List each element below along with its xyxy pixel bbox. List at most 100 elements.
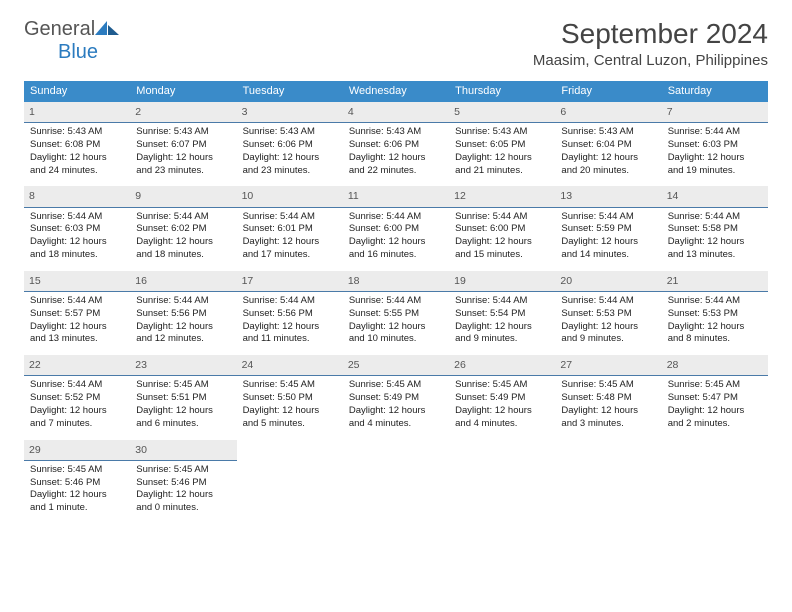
header-bar: General Blue September 2024 Maasim, Cent… <box>24 18 768 69</box>
day-number: 26 <box>449 355 555 376</box>
sunset-text: Sunset: 6:00 PM <box>455 223 549 236</box>
calendar-row: 1Sunrise: 5:43 AMSunset: 6:08 PMDaylight… <box>24 102 768 186</box>
calendar-row: 29Sunrise: 5:45 AMSunset: 5:46 PMDayligh… <box>24 439 768 523</box>
calendar-cell: 6Sunrise: 5:43 AMSunset: 6:04 PMDaylight… <box>555 102 661 186</box>
sunset-text: Sunset: 5:50 PM <box>243 392 337 405</box>
daylight-text: Daylight: 12 hours <box>455 152 549 165</box>
calendar-cell: 20Sunrise: 5:44 AMSunset: 5:53 PMDayligh… <box>555 270 661 354</box>
sunset-text: Sunset: 6:04 PM <box>561 139 655 152</box>
calendar-row: 15Sunrise: 5:44 AMSunset: 5:57 PMDayligh… <box>24 270 768 354</box>
daylight-text: Daylight: 12 hours <box>349 405 443 418</box>
sunset-text: Sunset: 5:58 PM <box>668 223 762 236</box>
daylight-text: Daylight: 12 hours <box>30 405 124 418</box>
daylight-text: Daylight: 12 hours <box>136 405 230 418</box>
sunset-text: Sunset: 6:03 PM <box>668 139 762 152</box>
sunrise-text: Sunrise: 5:45 AM <box>243 379 337 392</box>
day-number: 11 <box>343 186 449 207</box>
calendar-cell: 22Sunrise: 5:44 AMSunset: 5:52 PMDayligh… <box>24 355 130 439</box>
sunrise-text: Sunrise: 5:43 AM <box>561 126 655 139</box>
day-number: 18 <box>343 271 449 292</box>
daylight-text: and 18 minutes. <box>136 249 230 262</box>
daylight-text: and 21 minutes. <box>455 165 549 178</box>
calendar-cell: 21Sunrise: 5:44 AMSunset: 5:53 PMDayligh… <box>662 270 768 354</box>
daylight-text: and 23 minutes. <box>136 165 230 178</box>
daylight-text: Daylight: 12 hours <box>243 405 337 418</box>
calendar-cell: 8Sunrise: 5:44 AMSunset: 6:03 PMDaylight… <box>24 186 130 270</box>
daylight-text: Daylight: 12 hours <box>349 152 443 165</box>
day-number: 1 <box>24 102 130 123</box>
title-block: September 2024 Maasim, Central Luzon, Ph… <box>533 18 768 69</box>
calendar-cell: 29Sunrise: 5:45 AMSunset: 5:46 PMDayligh… <box>24 439 130 523</box>
brand-part2: Blue <box>58 41 98 63</box>
sunrise-text: Sunrise: 5:44 AM <box>30 379 124 392</box>
day-number: 7 <box>662 102 768 123</box>
sunset-text: Sunset: 5:46 PM <box>136 477 230 490</box>
day-number: 15 <box>24 271 130 292</box>
daylight-text: and 7 minutes. <box>30 418 124 431</box>
calendar-cell: 3Sunrise: 5:43 AMSunset: 6:06 PMDaylight… <box>237 102 343 186</box>
sunset-text: Sunset: 6:05 PM <box>455 139 549 152</box>
calendar-cell: 18Sunrise: 5:44 AMSunset: 5:55 PMDayligh… <box>343 270 449 354</box>
daylight-text: Daylight: 12 hours <box>136 236 230 249</box>
sunrise-text: Sunrise: 5:44 AM <box>30 295 124 308</box>
calendar-cell: 19Sunrise: 5:44 AMSunset: 5:54 PMDayligh… <box>449 270 555 354</box>
sunrise-text: Sunrise: 5:44 AM <box>455 295 549 308</box>
calendar-cell: 2Sunrise: 5:43 AMSunset: 6:07 PMDaylight… <box>130 102 236 186</box>
sunrise-text: Sunrise: 5:44 AM <box>349 295 443 308</box>
calendar-row: 8Sunrise: 5:44 AMSunset: 6:03 PMDaylight… <box>24 186 768 270</box>
daylight-text: and 1 minute. <box>30 502 124 515</box>
daylight-text: and 20 minutes. <box>561 165 655 178</box>
brand-logo: General Blue <box>24 18 119 64</box>
calendar-row: 22Sunrise: 5:44 AMSunset: 5:52 PMDayligh… <box>24 355 768 439</box>
sunrise-text: Sunrise: 5:45 AM <box>668 379 762 392</box>
daylight-text: and 12 minutes. <box>136 333 230 346</box>
calendar-cell: 26Sunrise: 5:45 AMSunset: 5:49 PMDayligh… <box>449 355 555 439</box>
daylight-text: Daylight: 12 hours <box>455 405 549 418</box>
daylight-text: Daylight: 12 hours <box>561 152 655 165</box>
day-number: 27 <box>555 355 661 376</box>
calendar-cell: 9Sunrise: 5:44 AMSunset: 6:02 PMDaylight… <box>130 186 236 270</box>
daylight-text: Daylight: 12 hours <box>30 321 124 334</box>
daylight-text: and 4 minutes. <box>455 418 549 431</box>
sunset-text: Sunset: 5:54 PM <box>455 308 549 321</box>
sunset-text: Sunset: 6:01 PM <box>243 223 337 236</box>
sunset-text: Sunset: 5:48 PM <box>561 392 655 405</box>
daylight-text: and 10 minutes. <box>349 333 443 346</box>
day-number: 8 <box>24 186 130 207</box>
calendar-cell: 25Sunrise: 5:45 AMSunset: 5:49 PMDayligh… <box>343 355 449 439</box>
weekday-header: Saturday <box>662 81 768 102</box>
day-number: 17 <box>237 271 343 292</box>
calendar-cell <box>662 439 768 523</box>
calendar-cell: 12Sunrise: 5:44 AMSunset: 6:00 PMDayligh… <box>449 186 555 270</box>
daylight-text: Daylight: 12 hours <box>561 405 655 418</box>
day-number: 10 <box>237 186 343 207</box>
day-number: 4 <box>343 102 449 123</box>
day-number: 13 <box>555 186 661 207</box>
day-number: 20 <box>555 271 661 292</box>
day-number: 29 <box>24 440 130 461</box>
sunrise-text: Sunrise: 5:43 AM <box>30 126 124 139</box>
weekday-header-row: Sunday Monday Tuesday Wednesday Thursday… <box>24 81 768 102</box>
day-number: 14 <box>662 186 768 207</box>
location-text: Maasim, Central Luzon, Philippines <box>533 52 768 69</box>
day-number: 21 <box>662 271 768 292</box>
sunrise-text: Sunrise: 5:45 AM <box>136 464 230 477</box>
sunrise-text: Sunrise: 5:45 AM <box>30 464 124 477</box>
daylight-text: Daylight: 12 hours <box>30 236 124 249</box>
daylight-text: and 18 minutes. <box>30 249 124 262</box>
calendar-cell: 17Sunrise: 5:44 AMSunset: 5:56 PMDayligh… <box>237 270 343 354</box>
weekday-header: Tuesday <box>237 81 343 102</box>
daylight-text: and 13 minutes. <box>668 249 762 262</box>
sunset-text: Sunset: 5:53 PM <box>561 308 655 321</box>
calendar-cell: 5Sunrise: 5:43 AMSunset: 6:05 PMDaylight… <box>449 102 555 186</box>
page-title: September 2024 <box>533 18 768 50</box>
daylight-text: and 9 minutes. <box>455 333 549 346</box>
sunset-text: Sunset: 5:46 PM <box>30 477 124 490</box>
daylight-text: and 13 minutes. <box>30 333 124 346</box>
daylight-text: Daylight: 12 hours <box>561 236 655 249</box>
sunset-text: Sunset: 6:00 PM <box>349 223 443 236</box>
sunrise-text: Sunrise: 5:44 AM <box>668 295 762 308</box>
daylight-text: and 4 minutes. <box>349 418 443 431</box>
day-number: 2 <box>130 102 236 123</box>
daylight-text: Daylight: 12 hours <box>243 152 337 165</box>
